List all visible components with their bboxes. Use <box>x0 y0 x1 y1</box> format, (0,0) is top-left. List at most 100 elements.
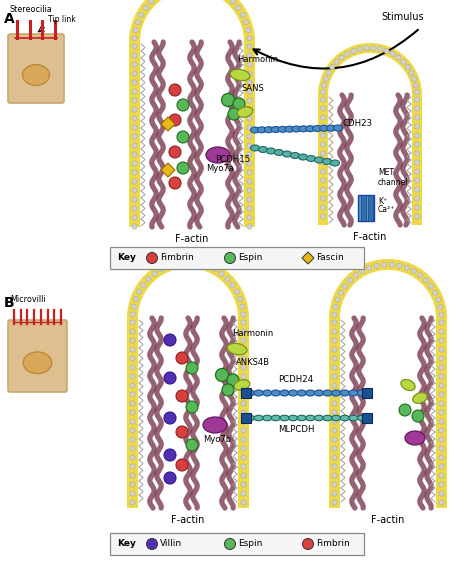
Circle shape <box>132 143 137 148</box>
Circle shape <box>130 446 135 451</box>
Circle shape <box>148 0 154 4</box>
Circle shape <box>323 76 328 82</box>
Circle shape <box>132 170 137 175</box>
Circle shape <box>320 187 326 192</box>
Circle shape <box>177 162 189 174</box>
Circle shape <box>176 352 188 364</box>
Circle shape <box>241 410 246 415</box>
Circle shape <box>164 412 176 424</box>
Circle shape <box>166 263 171 269</box>
Circle shape <box>320 124 326 129</box>
Circle shape <box>332 374 337 379</box>
Polygon shape <box>302 252 314 264</box>
Circle shape <box>241 365 246 370</box>
Circle shape <box>132 125 137 130</box>
Circle shape <box>247 215 252 220</box>
Ellipse shape <box>283 151 292 157</box>
Circle shape <box>338 290 344 295</box>
Circle shape <box>414 151 419 156</box>
Circle shape <box>186 401 198 413</box>
Circle shape <box>173 261 179 266</box>
Circle shape <box>130 356 135 361</box>
Circle shape <box>132 53 137 58</box>
Circle shape <box>230 282 235 288</box>
Circle shape <box>320 169 326 174</box>
Ellipse shape <box>280 390 289 396</box>
Circle shape <box>130 320 135 325</box>
Circle shape <box>241 428 246 433</box>
Text: Espin: Espin <box>238 540 263 549</box>
Circle shape <box>132 197 137 202</box>
Bar <box>362 388 372 398</box>
Polygon shape <box>244 42 255 227</box>
Circle shape <box>130 374 135 379</box>
Circle shape <box>374 263 379 268</box>
Circle shape <box>326 70 331 75</box>
Ellipse shape <box>234 380 250 390</box>
Circle shape <box>321 83 327 88</box>
Circle shape <box>332 473 337 478</box>
Circle shape <box>146 538 157 549</box>
Circle shape <box>320 90 326 95</box>
Polygon shape <box>127 318 138 508</box>
Circle shape <box>130 464 135 469</box>
Circle shape <box>221 94 235 107</box>
Circle shape <box>405 64 410 69</box>
Bar <box>362 413 372 423</box>
Text: B: B <box>4 296 15 310</box>
Circle shape <box>132 71 137 76</box>
Circle shape <box>320 142 326 147</box>
Ellipse shape <box>263 415 272 421</box>
Ellipse shape <box>349 390 358 396</box>
Circle shape <box>439 428 444 433</box>
Circle shape <box>176 426 188 438</box>
Circle shape <box>132 215 137 220</box>
Circle shape <box>414 160 419 165</box>
Circle shape <box>414 133 419 138</box>
Text: PCDH15: PCDH15 <box>215 156 250 165</box>
Bar <box>241 413 251 423</box>
FancyBboxPatch shape <box>8 320 67 392</box>
Circle shape <box>141 282 146 288</box>
Circle shape <box>332 329 337 334</box>
Ellipse shape <box>266 148 275 154</box>
Circle shape <box>132 80 137 85</box>
Ellipse shape <box>280 415 289 421</box>
Polygon shape <box>318 95 328 225</box>
Text: Espin: Espin <box>238 254 263 262</box>
Circle shape <box>164 449 176 461</box>
Circle shape <box>241 347 246 352</box>
Circle shape <box>439 446 444 451</box>
Circle shape <box>241 329 246 334</box>
Polygon shape <box>238 318 249 508</box>
Circle shape <box>414 205 419 210</box>
Circle shape <box>414 196 419 201</box>
Circle shape <box>414 115 419 120</box>
Ellipse shape <box>413 393 427 404</box>
Ellipse shape <box>278 126 287 133</box>
Polygon shape <box>329 318 340 508</box>
Text: Myo7b: Myo7b <box>203 435 231 444</box>
Circle shape <box>246 28 251 33</box>
Circle shape <box>132 152 137 157</box>
Circle shape <box>130 473 135 478</box>
Circle shape <box>439 374 444 379</box>
Circle shape <box>132 62 137 67</box>
Circle shape <box>236 5 241 10</box>
Ellipse shape <box>264 127 273 133</box>
Ellipse shape <box>323 390 332 396</box>
Ellipse shape <box>292 126 301 132</box>
Ellipse shape <box>314 390 323 396</box>
Circle shape <box>130 455 135 460</box>
Circle shape <box>132 36 137 41</box>
Text: Harmonin: Harmonin <box>237 55 278 64</box>
Circle shape <box>130 491 135 496</box>
Circle shape <box>428 284 434 289</box>
Circle shape <box>332 419 337 424</box>
Ellipse shape <box>289 390 298 396</box>
Text: F-actin: F-actin <box>371 515 405 525</box>
Ellipse shape <box>332 415 341 421</box>
Circle shape <box>132 116 137 121</box>
Circle shape <box>247 152 252 157</box>
Circle shape <box>247 107 252 112</box>
